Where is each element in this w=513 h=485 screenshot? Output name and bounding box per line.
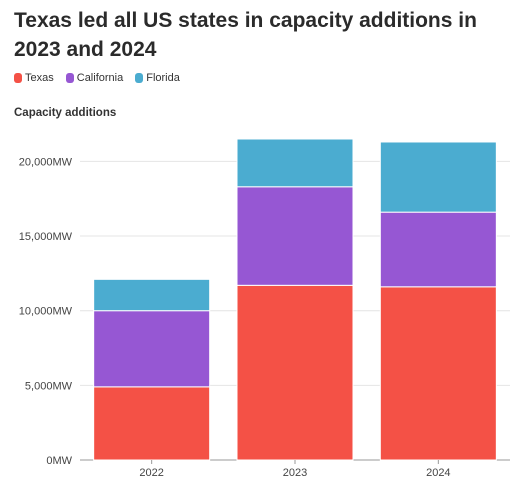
x-tick-label: 2024 — [426, 467, 450, 479]
legend-label-texas: Texas — [25, 72, 54, 84]
bar-california-2024 — [379, 211, 497, 288]
y-tick-label: 20,000MW — [19, 156, 73, 168]
bar-florida-2024 — [379, 141, 497, 213]
legend-item-texas: Texas — [14, 72, 54, 84]
legend-label-florida: Florida — [146, 72, 180, 84]
y-tick-label: 5,000MW — [25, 380, 73, 392]
legend-swatch-texas — [14, 73, 22, 83]
y-axis-label: Capacity additions — [14, 107, 117, 119]
legend: Texas California Florida — [14, 72, 180, 84]
chart-title: Texas led all US states in capacity addi… — [14, 9, 477, 61]
bar-texas-2023 — [236, 284, 354, 461]
bar-texas-2024 — [379, 286, 497, 461]
y-tick-label: 10,000MW — [19, 306, 73, 318]
x-tick-label: 2023 — [283, 467, 307, 479]
y-tick-label: 15,000MW — [19, 231, 73, 243]
bar-california-2023 — [236, 186, 354, 286]
bar-california-2022 — [93, 310, 211, 388]
y-tick-label: 0MW — [46, 455, 72, 467]
legend-label-california: California — [76, 72, 124, 84]
legend-item-california: California — [65, 72, 124, 84]
legend-item-florida: Florida — [135, 72, 180, 84]
bar-florida-2022 — [93, 278, 211, 312]
bar-florida-2023 — [236, 138, 354, 188]
legend-swatch-florida — [135, 73, 144, 83]
bar-texas-2022 — [93, 386, 211, 461]
x-tick-label: 2022 — [139, 467, 163, 479]
legend-swatch-california — [65, 73, 74, 83]
